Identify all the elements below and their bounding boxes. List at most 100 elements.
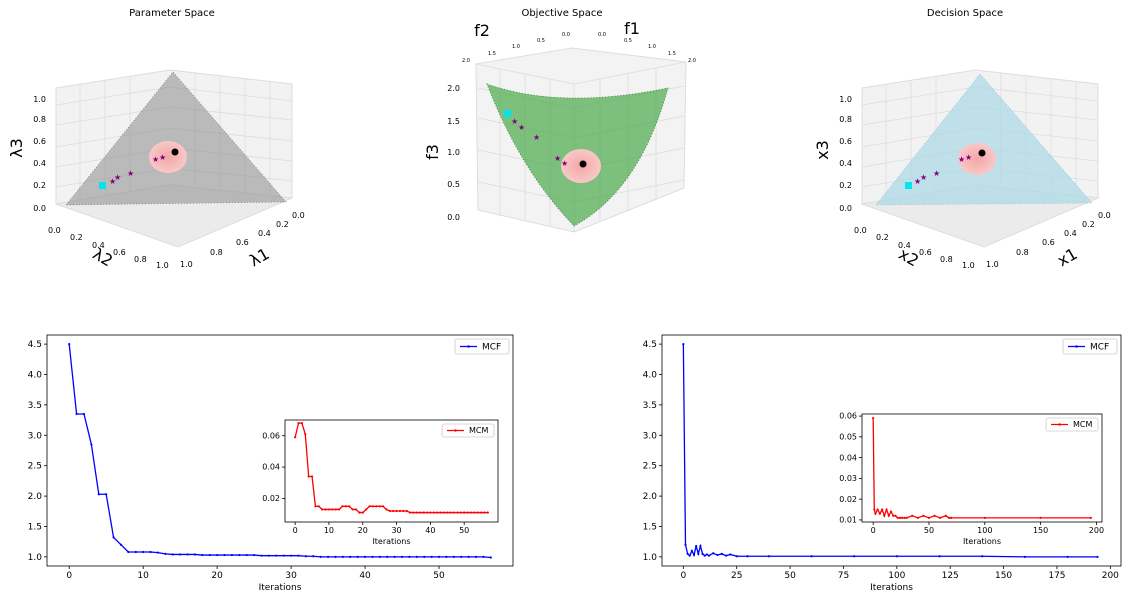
- inset-data-point: [983, 516, 986, 519]
- inset-data-point: [341, 505, 344, 508]
- inset-y-tick-label: 0.05: [839, 433, 857, 442]
- inset-data-point: [916, 516, 919, 519]
- inset-data-point: [463, 511, 466, 514]
- inset-data-point: [392, 509, 395, 513]
- x-tick-label: 0.6: [1042, 238, 1055, 247]
- x-tick-label: 10: [137, 571, 149, 581]
- data-point: [460, 555, 463, 558]
- data-point: [423, 555, 426, 558]
- x-tick-label: 1.0: [986, 260, 999, 269]
- inset-data-point: [466, 511, 469, 514]
- y-tick-label: 1.0: [643, 553, 658, 563]
- inset-y-tick-label: 0.03: [839, 474, 857, 483]
- parameter-space-panel: Parameter Space ★ ★ ★ ★ ★: [7, 8, 305, 270]
- y-tick-label: 3.0: [643, 431, 658, 441]
- y-tick-label: 0.0: [48, 226, 61, 235]
- inset-data-point: [297, 422, 300, 425]
- x-tick-label: 0.0: [292, 211, 305, 220]
- data-point: [720, 552, 723, 555]
- inset-x-tick-label: 20: [358, 526, 368, 535]
- z-tick-label: 0.0: [839, 204, 852, 213]
- y-tick-label: 1.0: [156, 261, 169, 270]
- path-star: ★: [152, 155, 159, 164]
- inset-y-tick-label: 0.04: [839, 453, 857, 462]
- data-point: [179, 553, 182, 556]
- inset-data-point: [429, 511, 432, 514]
- data-point: [201, 553, 204, 557]
- data-point: [767, 555, 770, 558]
- y-tick-label: 0.8: [940, 255, 953, 264]
- inset-legend-label: MCM: [469, 426, 488, 435]
- x-tick-label: 100: [888, 571, 905, 581]
- data-point: [701, 552, 704, 555]
- y-tick-label: 0.5: [537, 38, 545, 44]
- inset-data-point: [901, 516, 904, 519]
- y-tick-label: 3.0: [28, 431, 43, 441]
- inset-data-point: [911, 514, 914, 517]
- inset-x-axis-label: Iterations: [963, 537, 1001, 546]
- z-tick-label: 1.0: [447, 148, 460, 157]
- data-point: [186, 553, 189, 556]
- x-tick-label: 2.0: [688, 58, 696, 64]
- y-tick-label: 1.0: [962, 261, 975, 270]
- legend-marker: [1075, 345, 1078, 348]
- z-tick-label: 0.0: [447, 213, 460, 222]
- inset-data-point: [449, 511, 452, 514]
- inset-legend-marker: [1058, 423, 1061, 426]
- inset-data-point: [880, 508, 884, 511]
- inset-data-point: [873, 508, 876, 511]
- data-point: [938, 555, 941, 558]
- inset-data-point: [310, 475, 314, 478]
- inset-data-point: [944, 514, 947, 517]
- inset-data-point: [334, 508, 337, 511]
- inset-y-tick-label: 0.04: [262, 463, 280, 472]
- inset-data-point: [452, 511, 456, 514]
- data-point: [686, 552, 689, 555]
- z-tick-label: 1.0: [33, 95, 46, 104]
- x-tick-label: 50: [784, 571, 796, 581]
- inset-data-point: [939, 516, 942, 519]
- inset-data-point: [317, 505, 320, 508]
- y-tick-label: 1.5: [488, 51, 496, 57]
- data-point: [208, 553, 211, 557]
- data-point: [245, 553, 248, 557]
- optimization-path: ★ ★ ★ ★ ★: [905, 149, 986, 189]
- mcf-convergence-chart-right: 0 25 50 75 100 125 150 175 200 1.0 1.5 2.0 2.5 3.0 3.5…: [643, 334, 1122, 593]
- data-point: [695, 544, 698, 548]
- x-axis-label: x1: [1054, 244, 1081, 270]
- inset-x-tick-label: 0: [293, 526, 298, 535]
- data-point: [1023, 555, 1027, 558]
- x-tick-label: 1.5: [668, 51, 676, 57]
- path-star: ★: [958, 155, 965, 164]
- data-point: [690, 549, 693, 552]
- z-tick-label: 0.6: [33, 137, 46, 146]
- inset-data-point: [419, 511, 422, 514]
- inset-data-point: [1089, 516, 1092, 519]
- data-point: [703, 554, 706, 557]
- y-tick-label: 0.0: [562, 32, 570, 38]
- inset-data-point: [894, 514, 897, 517]
- series-line: [68, 344, 491, 559]
- inset-data-point: [950, 516, 953, 519]
- legend: [1062, 338, 1118, 355]
- y-tick-label: 1.0: [512, 44, 520, 50]
- data-point: [408, 555, 411, 558]
- inset-data-point: [922, 514, 925, 517]
- inset-data-point: [351, 508, 354, 511]
- inset-data-point: [446, 511, 449, 514]
- inset-data-point: [415, 511, 418, 514]
- data-point: [112, 536, 115, 539]
- x-tick-label: 0.8: [1016, 248, 1029, 257]
- data-point: [371, 555, 374, 558]
- z-tick-label: 0.2: [33, 181, 46, 190]
- data-point: [445, 555, 448, 558]
- data-point: [312, 555, 315, 558]
- inset-data-point: [432, 511, 435, 514]
- inset-x-tick-label: 10: [324, 526, 334, 535]
- inset-data-point: [486, 511, 489, 514]
- inset-data-point: [307, 475, 310, 478]
- optimization-path: ★ ★ ★ ★ ★: [504, 110, 587, 168]
- data-point: [716, 553, 719, 557]
- data-point: [253, 553, 256, 557]
- start-point: [504, 110, 511, 117]
